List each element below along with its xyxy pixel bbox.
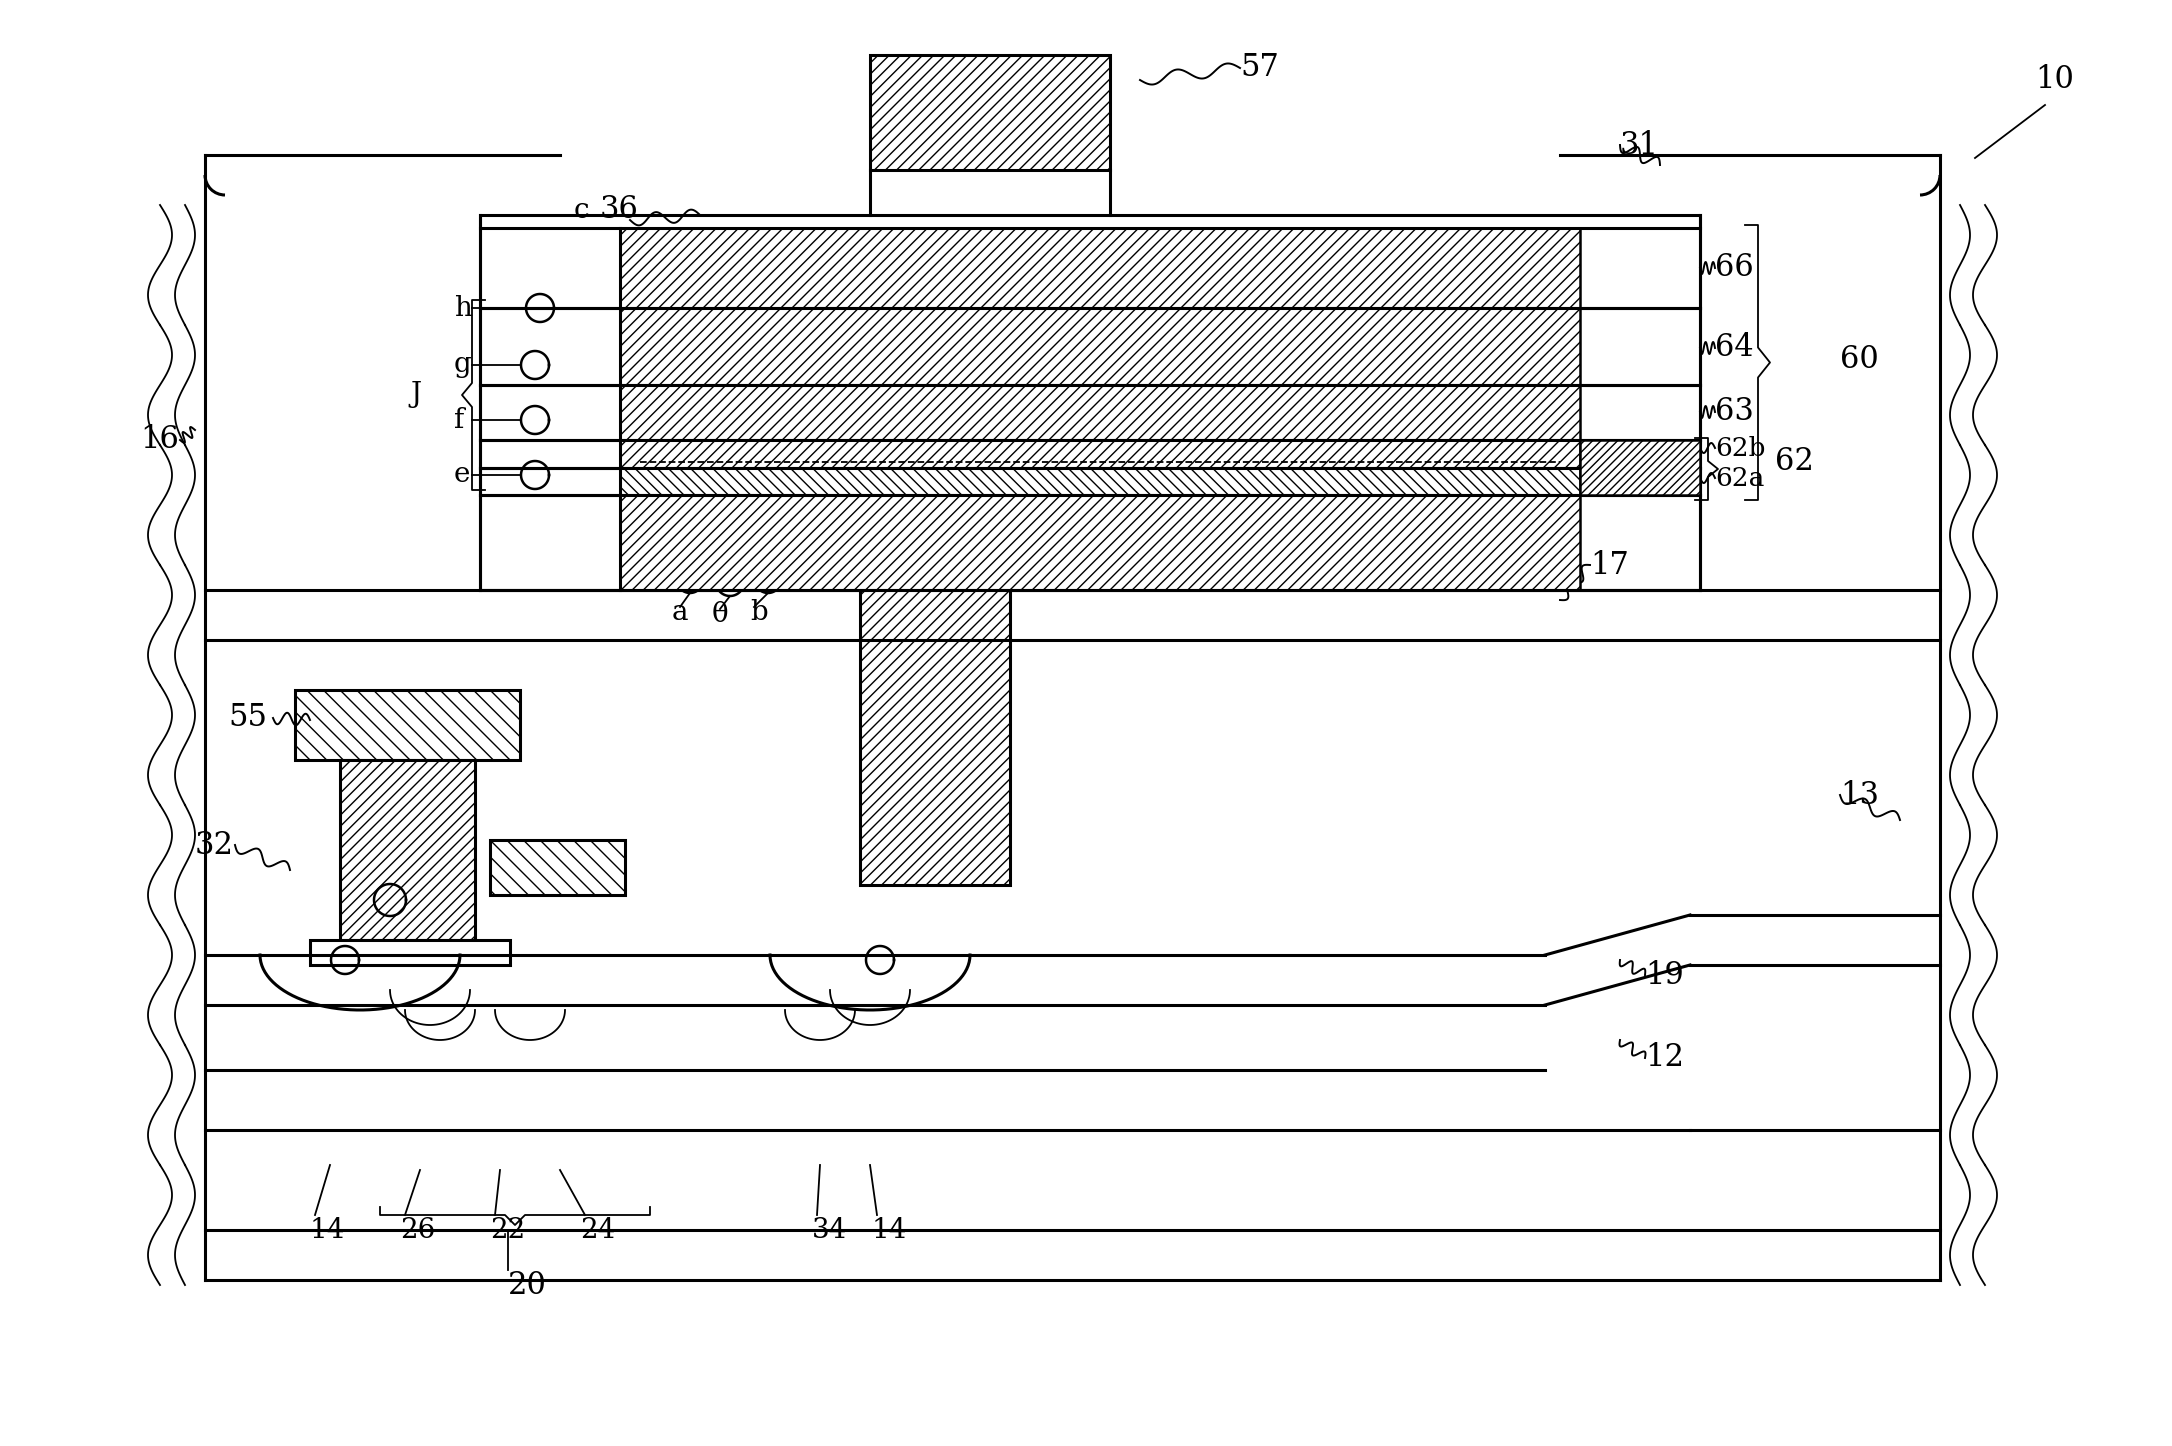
Bar: [295, 690, 519, 761]
Bar: [311, 940, 510, 964]
Bar: [204, 1129, 1940, 1231]
Text: 32: 32: [195, 830, 235, 860]
Text: 34: 34: [812, 1216, 847, 1244]
Text: θ: θ: [712, 600, 728, 628]
Bar: [1579, 440, 1701, 495]
Text: 22: 22: [491, 1216, 526, 1244]
Text: J: J: [411, 382, 421, 409]
Text: 60: 60: [1840, 344, 1879, 376]
Text: f: f: [454, 406, 465, 434]
Bar: [619, 385, 1579, 440]
Text: 14: 14: [311, 1216, 345, 1244]
Bar: [491, 840, 626, 895]
Text: 26: 26: [400, 1216, 434, 1244]
Text: 10: 10: [2035, 65, 2074, 95]
Text: 36: 36: [599, 195, 639, 226]
Text: 55: 55: [228, 703, 267, 733]
Text: b: b: [749, 599, 767, 626]
Text: a: a: [671, 599, 689, 626]
Text: 62a: 62a: [1716, 466, 1764, 490]
Text: c: c: [573, 197, 589, 224]
Text: 66: 66: [1716, 253, 1753, 283]
Text: 13: 13: [1840, 779, 1879, 811]
Bar: [871, 55, 1110, 171]
Text: 14: 14: [871, 1216, 908, 1244]
Text: 63: 63: [1716, 396, 1753, 428]
Text: e: e: [454, 461, 471, 489]
Bar: [619, 228, 1579, 308]
Text: 17: 17: [1590, 549, 1629, 580]
Text: 20: 20: [508, 1270, 547, 1300]
Bar: [619, 495, 1579, 590]
Text: 12: 12: [1644, 1043, 1683, 1073]
Text: 57: 57: [1240, 52, 1279, 84]
Bar: [619, 308, 1579, 385]
Text: 62: 62: [1775, 447, 1814, 477]
Bar: [619, 469, 1579, 495]
Bar: [619, 440, 1579, 469]
Text: 62b: 62b: [1716, 435, 1766, 460]
Text: 31: 31: [1620, 130, 1659, 161]
Bar: [341, 761, 476, 940]
Text: h: h: [454, 295, 471, 321]
Text: 24: 24: [580, 1216, 615, 1244]
Bar: [480, 215, 1701, 590]
Text: g: g: [454, 351, 471, 379]
Text: 16: 16: [139, 425, 178, 455]
Text: 19: 19: [1644, 960, 1683, 991]
Text: 64: 64: [1716, 333, 1753, 363]
Bar: [860, 495, 1010, 885]
